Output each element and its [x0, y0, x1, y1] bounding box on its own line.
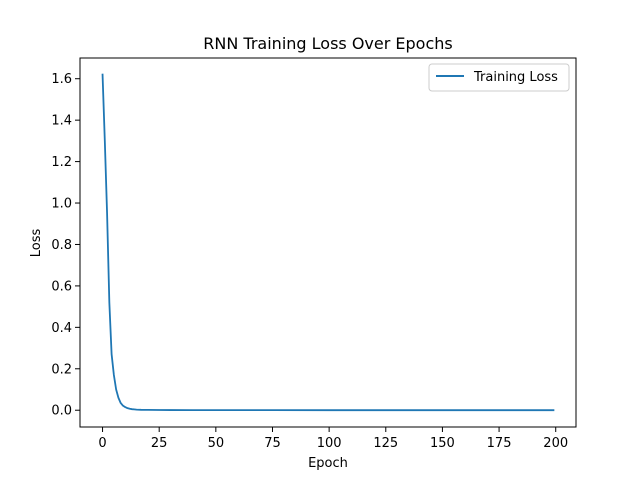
- series-line-training-loss: [101, 73, 555, 412]
- y-tick-label: 0.6: [51, 279, 72, 294]
- y-tick-label: 0.2: [51, 362, 72, 377]
- y-tick-label: 1.4: [51, 114, 72, 129]
- plot-area: 0 25 50 75 100 125 150 175 200 0.0 0.2 0.4 0.6 0.8 1.0…: [51, 72, 568, 451]
- legend-box: [428, 63, 570, 92]
- y-tick-label: 0.8: [51, 238, 72, 253]
- axes-frame: [79, 57, 577, 428]
- legend: Training Loss: [428, 63, 570, 92]
- x-tick-label: 25: [151, 436, 168, 451]
- chart-title: RNN Training Loss Over Epochs: [203, 34, 452, 53]
- x-axis-label: Epoch: [308, 456, 348, 471]
- x-tick-label: 200: [543, 436, 568, 451]
- x-tick-label: 0: [98, 436, 106, 451]
- y-tick-label: 0.0: [51, 404, 72, 419]
- y-tick-label: 1.2: [51, 155, 72, 170]
- legend-label-training-loss: Training Loss: [473, 70, 558, 85]
- x-tick-label: 50: [208, 436, 225, 451]
- x-tick-label: 75: [264, 436, 281, 451]
- y-axis-label: Loss: [29, 229, 44, 258]
- y-tick-label: 1.0: [51, 197, 72, 212]
- x-tick-label: 150: [430, 436, 455, 451]
- x-tick-label: 125: [373, 436, 398, 451]
- x-tick-label: 175: [487, 436, 512, 451]
- y-tick-label: 0.4: [51, 321, 72, 336]
- x-tick-label: 100: [317, 436, 342, 451]
- y-tick-label: 1.6: [51, 72, 72, 87]
